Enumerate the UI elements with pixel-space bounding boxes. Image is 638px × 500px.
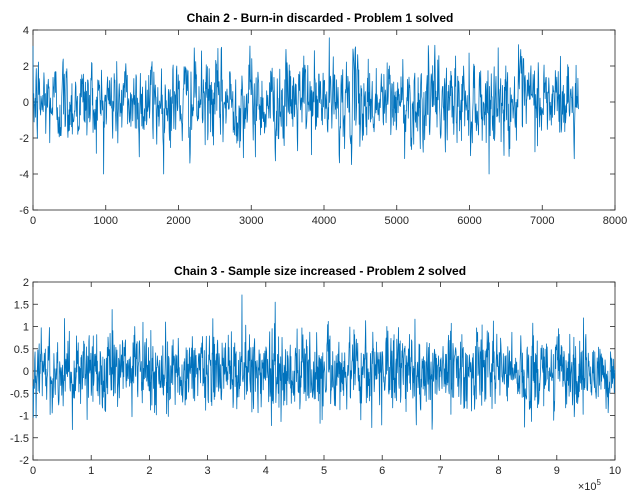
y-tick-label: 1 bbox=[23, 322, 29, 334]
chart-2-title: Chain 3 - Sample size increased - Proble… bbox=[174, 264, 466, 278]
x-tick-label: 8000 bbox=[603, 215, 627, 227]
chart-1-ticks: 0 1000 2000 3000 4000 5000 6000 7000 8000 4 2 0 -2 -4… bbox=[19, 25, 627, 227]
x-tick-label: 1 bbox=[88, 465, 94, 477]
x-tick-label: 2000 bbox=[166, 215, 190, 227]
x-tick-label: 4 bbox=[263, 465, 269, 477]
x-tick-label: 4000 bbox=[312, 215, 336, 227]
x-tick-label: 2 bbox=[146, 465, 152, 477]
x-tick-label: 7 bbox=[437, 465, 443, 477]
y-tick-label: -4 bbox=[19, 169, 29, 181]
y-tick-label: -1.5 bbox=[10, 433, 29, 445]
x-tick-label: 5 bbox=[321, 465, 327, 477]
chart-1-title: Chain 2 - Burn-in discarded - Problem 1 … bbox=[187, 11, 454, 25]
x-tick-label: 1000 bbox=[94, 215, 118, 227]
chart-1: Chain 2 - Burn-in discarded - Problem 1 … bbox=[19, 11, 627, 227]
y-tick-label: 1.5 bbox=[14, 299, 29, 311]
chart-2: Chain 3 - Sample size increased - Proble… bbox=[10, 264, 621, 493]
x-tick-label: 5000 bbox=[385, 215, 409, 227]
chart-2-x-multiplier: ×105 bbox=[578, 478, 602, 493]
y-tick-label: 0.5 bbox=[14, 344, 29, 356]
x-tick-label: 6 bbox=[379, 465, 385, 477]
y-tick-label: 0 bbox=[23, 366, 29, 378]
x-tick-label: 10 bbox=[609, 465, 621, 477]
y-tick-label: 2 bbox=[23, 61, 29, 73]
x-tick-label: 0 bbox=[30, 215, 36, 227]
y-tick-label: 2 bbox=[23, 277, 29, 289]
y-tick-label: 0 bbox=[23, 97, 29, 109]
x-tick-label: 3 bbox=[205, 465, 211, 477]
chart-2-series-line bbox=[32, 294, 616, 431]
x-tick-label: 7000 bbox=[530, 215, 554, 227]
x-tick-label: 3000 bbox=[239, 215, 263, 227]
x-tick-label: 0 bbox=[30, 465, 36, 477]
y-tick-label: 4 bbox=[23, 25, 29, 37]
chart-2-ticks: 0 1 2 3 4 5 6 7 8 9 10 2 1.5 1 0.5 0 -0.5 -1 -1.5 -2 bbox=[10, 277, 621, 477]
y-tick-label: -0.5 bbox=[10, 388, 29, 400]
x-tick-label: 8 bbox=[496, 465, 502, 477]
y-tick-label: -2 bbox=[19, 133, 29, 145]
x-tick-label: 6000 bbox=[457, 215, 481, 227]
y-tick-label: -2 bbox=[19, 455, 29, 467]
x-tick-label: 9 bbox=[554, 465, 560, 477]
y-tick-label: -1 bbox=[19, 411, 29, 423]
chart-1-series-line bbox=[32, 37, 580, 175]
y-tick-label: -6 bbox=[19, 205, 29, 217]
